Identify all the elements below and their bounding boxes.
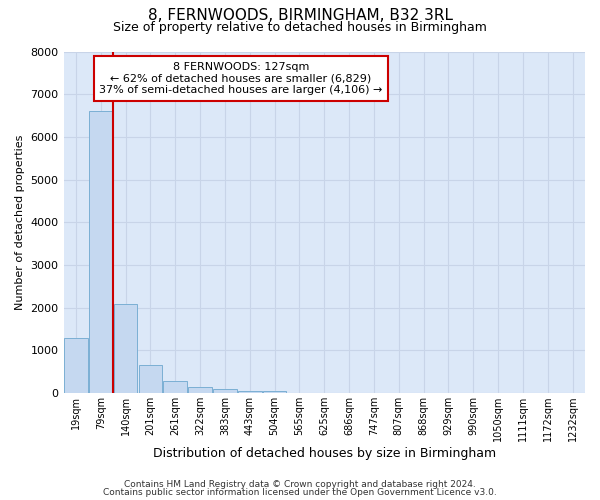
Bar <box>139 364 162 393</box>
Bar <box>263 391 286 393</box>
Text: Contains HM Land Registry data © Crown copyright and database right 2024.: Contains HM Land Registry data © Crown c… <box>124 480 476 489</box>
Y-axis label: Number of detached properties: Number of detached properties <box>15 134 25 310</box>
Bar <box>64 338 88 393</box>
X-axis label: Distribution of detached houses by size in Birmingham: Distribution of detached houses by size … <box>153 447 496 460</box>
Bar <box>238 391 262 393</box>
Bar <box>114 304 137 393</box>
Bar <box>89 112 113 393</box>
Bar <box>213 390 237 393</box>
Bar <box>188 388 212 393</box>
Text: 8 FERNWOODS: 127sqm
← 62% of detached houses are smaller (6,829)
37% of semi-det: 8 FERNWOODS: 127sqm ← 62% of detached ho… <box>99 62 383 95</box>
Text: 8, FERNWOODS, BIRMINGHAM, B32 3RL: 8, FERNWOODS, BIRMINGHAM, B32 3RL <box>148 8 452 22</box>
Text: Contains public sector information licensed under the Open Government Licence v3: Contains public sector information licen… <box>103 488 497 497</box>
Text: Size of property relative to detached houses in Birmingham: Size of property relative to detached ho… <box>113 21 487 34</box>
Bar <box>163 381 187 393</box>
